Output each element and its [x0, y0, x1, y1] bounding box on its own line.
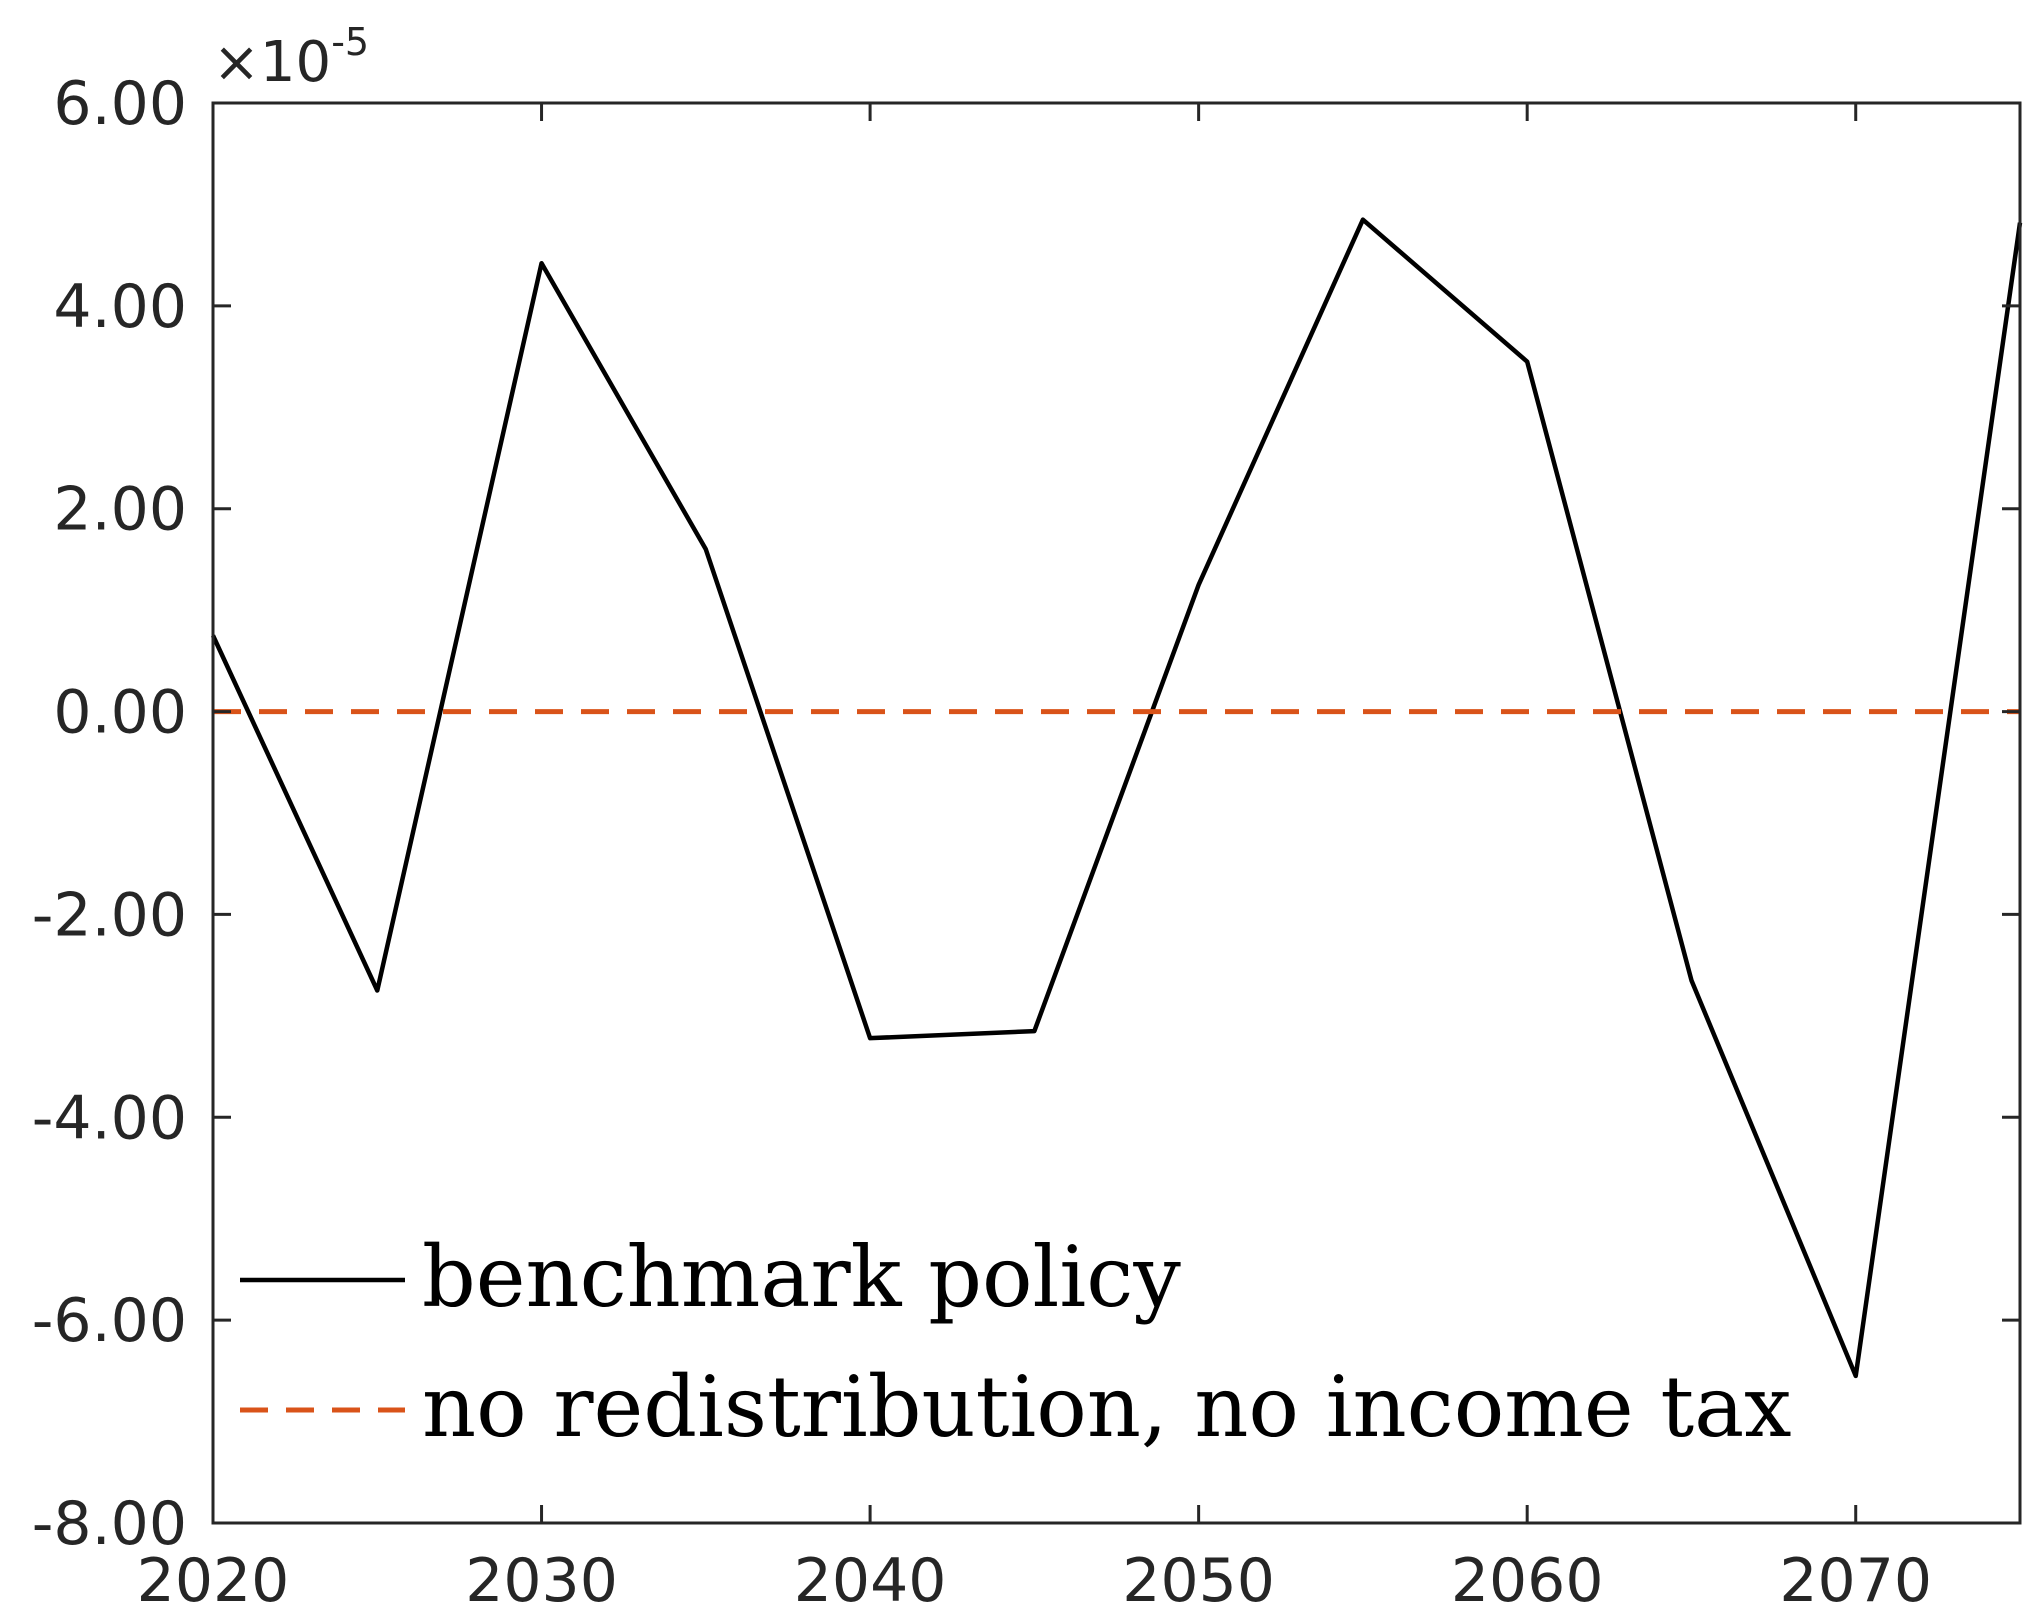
y-axis-ticks: 6.00 4.00 2.00 0.00 -2.00 -4.00 -6.00 -8.00 — [32, 69, 2020, 1559]
x-axis-ticks: 2020 2030 2040 2050 2060 2070 — [137, 103, 1932, 1616]
legend: benchmark policy no redistribution, no in… — [240, 1228, 1792, 1456]
x-tick-label: 2030 — [465, 1546, 618, 1616]
x-tick-label: 2050 — [1122, 1546, 1275, 1616]
y-tick-label: 0.00 — [53, 678, 187, 748]
series-line-1 — [210, 217, 2023, 1379]
x-tick-label: 2070 — [1779, 1546, 1932, 1616]
axes-box — [211, 101, 2022, 1525]
y-tick-label: 6.00 — [53, 69, 187, 139]
y-tick-label: 4.00 — [53, 272, 187, 342]
exponent-power: -5 — [331, 20, 369, 64]
x-tick-label: 2020 — [137, 1546, 290, 1616]
x-tick-label: 2060 — [1451, 1546, 1604, 1616]
legend-label-1: benchmark policy — [422, 1228, 1181, 1326]
plot-area — [210, 217, 2023, 1379]
y-tick-label: -4.00 — [32, 1083, 187, 1153]
x-tick-label: 2040 — [794, 1546, 947, 1616]
y-tick-label: -2.00 — [32, 880, 187, 950]
axis-exponent-label: ×10-5 — [213, 20, 369, 95]
y-tick-label: 2.00 — [53, 475, 187, 545]
axes: 6.00 4.00 2.00 0.00 -2.00 -4.00 -6.00 -8.00 202… — [32, 20, 2022, 1616]
y-tick-label: -6.00 — [32, 1286, 187, 1356]
exponent-base: ×10 — [213, 30, 331, 95]
y-tick-label: -8.00 — [32, 1489, 187, 1559]
legend-label-2: no redistribution, no income tax — [422, 1358, 1792, 1456]
